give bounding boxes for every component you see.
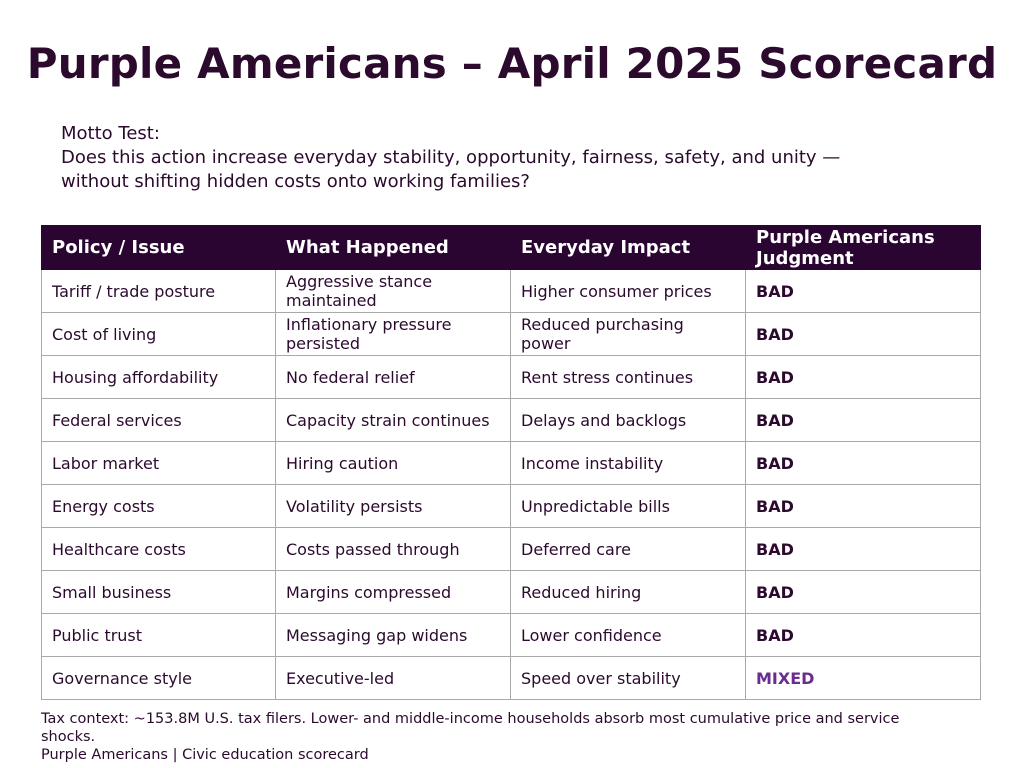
cell-issue: Energy costs [41, 484, 276, 528]
cell-happened: No federal relief [275, 355, 511, 399]
cell-impact: Speed over stability [510, 656, 746, 700]
cell-judgment: MIXED [745, 656, 981, 700]
table-row: Governance style Executive-led Speed ove… [41, 656, 981, 700]
cell-impact: Reduced hiring [510, 570, 746, 614]
motto-heading: Motto Test: [61, 123, 160, 144]
motto-test: Motto Test: Does this action increase ev… [61, 122, 961, 194]
motto-line-2: without shifting hidden costs onto worki… [61, 171, 530, 192]
cell-judgment: BAD [745, 613, 981, 657]
column-header-issue: Policy / Issue [41, 225, 276, 270]
cell-happened: Messaging gap widens [275, 613, 511, 657]
cell-judgment: BAD [745, 312, 981, 356]
cell-judgment: BAD [745, 570, 981, 614]
cell-judgment: BAD [745, 441, 981, 485]
table-row: Public trust Messaging gap widens Lower … [41, 613, 981, 657]
cell-issue: Federal services [41, 398, 276, 442]
cell-issue: Tariff / trade posture [41, 269, 276, 313]
motto-line-1: Does this action increase everyday stabi… [61, 147, 841, 168]
cell-impact: Higher consumer prices [510, 269, 746, 313]
table-row: Tariff / trade posture Aggressive stance… [41, 269, 981, 313]
cell-happened: Margins compressed [275, 570, 511, 614]
cell-impact: Deferred care [510, 527, 746, 571]
cell-issue: Labor market [41, 441, 276, 485]
table-row: Housing affordability No federal relief … [41, 355, 981, 399]
cell-issue: Cost of living [41, 312, 276, 356]
cell-judgment: BAD [745, 398, 981, 442]
table-row: Federal services Capacity strain continu… [41, 398, 981, 442]
footer-credit: Purple Americans | Civic education score… [41, 747, 369, 763]
cell-judgment: BAD [745, 269, 981, 313]
cell-issue: Housing affordability [41, 355, 276, 399]
page-title: Purple Americans – April 2025 Scorecard [26, 39, 998, 88]
column-header-impact: Everyday Impact [510, 225, 746, 270]
cell-issue: Small business [41, 570, 276, 614]
table-row: Energy costs Volatility persists Unpredi… [41, 484, 981, 528]
cell-impact: Lower confidence [510, 613, 746, 657]
scorecard-table: Policy / Issue What Happened Everyday Im… [41, 225, 981, 700]
cell-happened: Inflationary pressure persisted [275, 312, 511, 356]
cell-impact: Reduced purchasing power [510, 312, 746, 356]
cell-issue: Healthcare costs [41, 527, 276, 571]
column-header-judgment: Purple Americans Judgment [745, 225, 981, 270]
cell-impact: Delays and backlogs [510, 398, 746, 442]
column-header-happened: What Happened [275, 225, 511, 270]
table-header-row: Policy / Issue What Happened Everyday Im… [41, 225, 981, 270]
cell-impact: Income instability [510, 441, 746, 485]
cell-issue: Public trust [41, 613, 276, 657]
cell-happened: Executive-led [275, 656, 511, 700]
cell-judgment: BAD [745, 355, 981, 399]
table-row: Labor market Hiring caution Income insta… [41, 441, 981, 485]
tax-context-note: Tax context: ~153.8M U.S. tax filers. Lo… [41, 711, 900, 745]
cell-judgment: BAD [745, 484, 981, 528]
table-row: Small business Margins compressed Reduce… [41, 570, 981, 614]
cell-happened: Capacity strain continues [275, 398, 511, 442]
cell-happened: Volatility persists [275, 484, 511, 528]
cell-happened: Costs passed through [275, 527, 511, 571]
cell-happened: Aggressive stance maintained [275, 269, 511, 313]
cell-judgment: BAD [745, 527, 981, 571]
footer: Tax context: ~153.8M U.S. tax filers. Lo… [41, 710, 941, 764]
table-row: Cost of living Inflationary pressure per… [41, 312, 981, 356]
cell-issue: Governance style [41, 656, 276, 700]
cell-impact: Rent stress continues [510, 355, 746, 399]
cell-impact: Unpredictable bills [510, 484, 746, 528]
cell-happened: Hiring caution [275, 441, 511, 485]
table-row: Healthcare costs Costs passed through De… [41, 527, 981, 571]
